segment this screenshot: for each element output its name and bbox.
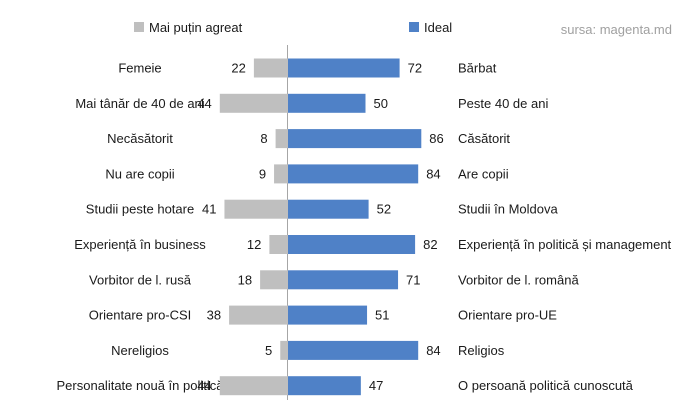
right-category-label: O persoană politică cunoscută [458,378,634,393]
left-category-label: Nu are copii [105,166,174,181]
right-category-label: Vorbitor de l. română [458,272,579,287]
left-category-label: Necăsătorit [107,131,173,146]
value-label-ideal: 72 [408,61,422,76]
left-category-label: Vorbitor de l. rusă [89,272,192,287]
bar-less-agreed [253,58,288,78]
bar-ideal [288,199,369,219]
value-label-less-agreed: 22 [231,61,245,76]
right-category-label: Studii în Moldova [458,202,558,217]
left-category-label: Personalitate nouă în politică [57,378,225,393]
value-label-less-agreed: 41 [202,202,216,217]
value-label-less-agreed: 44 [197,96,211,111]
value-label-less-agreed: 5 [265,343,272,358]
bar-ideal [288,93,366,113]
value-label-ideal: 84 [426,166,440,181]
left-category-label: Orientare pro-CSI [89,308,192,323]
value-label-ideal: 52 [377,202,391,217]
left-category-label: Studii peste hotare [86,202,194,217]
right-category-label: Religios [458,343,505,358]
bar-ideal [288,376,361,396]
bar-ideal [288,235,416,254]
value-label-ideal: 47 [369,378,383,393]
value-label-ideal: 82 [423,237,437,252]
value-label-less-agreed: 38 [207,308,221,323]
bar-less-agreed [269,235,288,254]
value-label-less-agreed: 12 [247,237,261,252]
bar-ideal [288,305,368,325]
left-category-label: Femeie [118,61,161,76]
value-label-ideal: 84 [426,343,440,358]
bar-less-agreed [280,340,288,360]
bar-ideal [288,129,422,149]
right-category-label: Orientare pro-UE [458,308,557,323]
right-category-label: Are copii [458,166,509,181]
right-category-label: Bărbat [458,61,497,76]
value-label-ideal: 71 [406,272,420,287]
bar-less-agreed [219,376,288,396]
bar-less-agreed [275,129,288,149]
value-label-ideal: 50 [374,96,388,111]
legend-swatch-ideal [409,22,419,32]
legend-swatch-less-agreed [134,22,144,32]
value-label-ideal: 86 [429,131,443,146]
bar-ideal [288,164,419,184]
left-category-label: Experiență în business [74,237,206,252]
bar-ideal [288,58,400,78]
bar-less-agreed [219,93,288,113]
left-category-label: Nereligios [111,343,169,358]
value-label-ideal: 51 [375,308,389,323]
value-label-less-agreed: 44 [197,378,211,393]
value-label-less-agreed: 18 [238,272,252,287]
right-category-label: Peste 40 de ani [458,96,548,111]
right-category-label: Experiență în politică și management [458,237,672,252]
bar-less-agreed [274,164,288,184]
bar-less-agreed [224,199,288,219]
source-note: sursa: magenta.md [561,22,672,37]
left-category-label: Mai tânăr de 40 de ani [75,96,204,111]
bar-ideal [288,270,399,290]
bar-less-agreed [229,305,288,325]
value-label-less-agreed: 8 [260,131,267,146]
legend-label-ideal: Ideal [424,20,452,35]
legend-label-less-agreed: Mai puțin agreat [149,20,243,35]
bar-ideal [288,340,419,360]
bar-less-agreed [260,270,288,290]
value-label-less-agreed: 9 [259,166,266,181]
right-category-label: Căsătorit [458,131,510,146]
